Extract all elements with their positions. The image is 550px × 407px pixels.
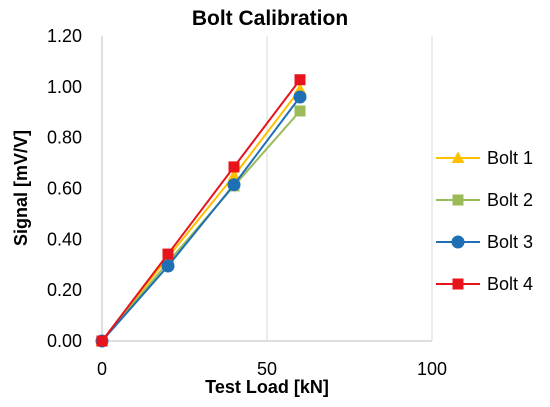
data-point [293, 90, 307, 104]
data-point [227, 169, 241, 181]
y-tick-label: 0.80 [47, 128, 82, 148]
series-line [101, 79, 301, 342]
legend-label: Bolt 1 [487, 148, 533, 168]
legend-item: Bolt 2 [436, 190, 533, 210]
data-point [227, 178, 241, 192]
grid [266, 36, 433, 341]
legend-item: Bolt 4 [436, 274, 533, 294]
chart-title: Bolt Calibration [192, 7, 348, 30]
x-axis-title: Test Load [kN] [205, 377, 329, 397]
series-layer [95, 74, 307, 348]
y-tick-label: 1.20 [47, 26, 82, 46]
y-tick-label: 0.20 [47, 280, 82, 300]
series-4 [96, 74, 306, 347]
data-point [96, 335, 108, 347]
data-point [228, 161, 240, 173]
x-tick-label: 100 [417, 359, 447, 379]
legend-label: Bolt 4 [487, 274, 533, 294]
y-tick-label: 1.00 [47, 77, 82, 97]
data-point [294, 74, 306, 86]
y-tick-label: 0.00 [47, 331, 82, 351]
legend-label: Bolt 3 [487, 232, 533, 252]
legend-marker [451, 235, 465, 249]
legend-marker [452, 278, 464, 290]
axes: 0.00 0.20 0.40 0.60 0.80 1.00 1.20 0 50 100 [47, 26, 447, 379]
legend-marker [452, 194, 464, 206]
y-tick-label: 0.60 [47, 179, 82, 199]
y-axis-title: Signal [mV/V] [11, 130, 31, 246]
x-tick-label: 50 [257, 359, 277, 379]
data-point [162, 248, 174, 260]
legend-item: Bolt 3 [436, 232, 533, 252]
data-point [161, 259, 175, 273]
x-tick-label: 0 [97, 359, 107, 379]
series-line [101, 96, 301, 342]
legend-marker [451, 151, 465, 163]
legend-item: Bolt 1 [436, 148, 533, 168]
y-tick-label: 0.40 [47, 229, 82, 249]
legend: Bolt 1 Bolt 2 Bolt 3 Bolt 4 [436, 148, 533, 294]
data-point [294, 105, 306, 117]
legend-label: Bolt 2 [487, 190, 533, 210]
